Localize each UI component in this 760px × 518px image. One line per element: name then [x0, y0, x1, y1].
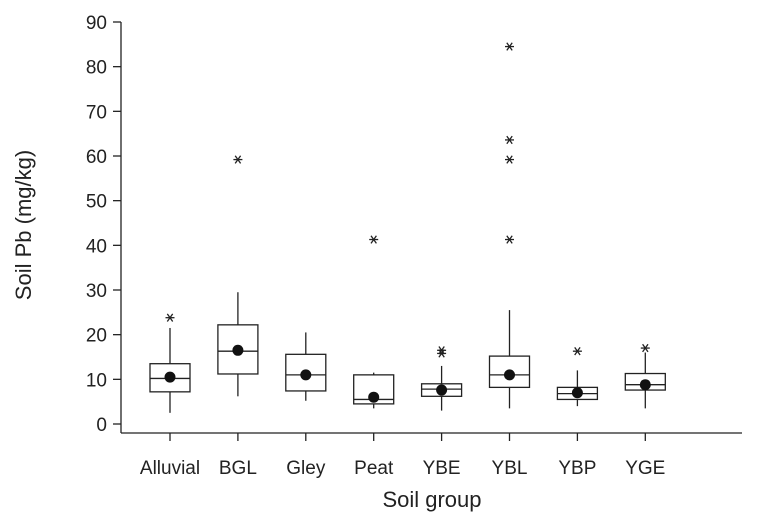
outlier-stroke — [506, 235, 513, 244]
outlier-stroke — [370, 235, 377, 244]
outlier-marker — [505, 155, 514, 164]
y-tick-label: 80 — [86, 58, 107, 79]
mean-marker — [436, 384, 448, 396]
outlier-marker — [505, 42, 514, 51]
x-tick-label: YBE — [423, 458, 461, 479]
outlier-stroke — [438, 346, 445, 355]
x-tick-label: BGL — [219, 458, 257, 479]
y-tick-label: 20 — [86, 326, 107, 347]
y-axis-ticks: 0 10 20 30 40 50 60 70 80 90 — [86, 13, 121, 436]
y-tick-label: 30 — [86, 281, 107, 302]
outlier-marker — [233, 155, 243, 164]
mean-marker — [504, 369, 515, 381]
box-group — [149, 313, 191, 413]
box-group — [488, 42, 531, 409]
y-tick-label: 90 — [86, 13, 107, 34]
x-tick-label: Peat — [354, 458, 394, 479]
x-tick-label: YGE — [625, 458, 665, 479]
outlier-marker — [505, 235, 514, 244]
box-group — [556, 346, 599, 407]
x-tick-label: YBP — [558, 458, 596, 479]
x-tick-label: Gley — [286, 458, 326, 479]
outlier-marker — [505, 135, 514, 145]
x-axis-title: Soil group — [382, 487, 481, 512]
mean-marker — [639, 379, 651, 391]
outlier-marker — [437, 346, 447, 355]
box-group — [353, 235, 395, 409]
box-group — [624, 343, 666, 409]
outlier-stroke — [166, 313, 174, 322]
outlier-stroke — [574, 346, 581, 356]
box-group — [420, 346, 463, 411]
x-tick-label: Alluvial — [140, 458, 200, 479]
y-tick-label: 70 — [86, 102, 107, 123]
outlier-marker — [640, 343, 650, 353]
outlier-stroke — [506, 42, 513, 51]
outlier-stroke — [234, 155, 242, 164]
outlier-stroke — [506, 155, 513, 164]
outlier-stroke — [642, 343, 649, 353]
y-tick-label: 60 — [86, 147, 107, 168]
outlier-marker — [165, 313, 175, 322]
mean-marker — [164, 371, 176, 383]
box-group — [285, 332, 327, 401]
box-group — [217, 155, 259, 397]
mean-marker — [232, 344, 244, 356]
y-tick-label: 40 — [86, 236, 107, 257]
mean-marker — [368, 391, 380, 403]
box-series — [149, 42, 666, 413]
mean-marker — [571, 387, 583, 399]
y-axis-title: Soil Pb (mg/kg) — [11, 150, 36, 300]
y-tick-label: 10 — [86, 370, 107, 391]
outlier-marker — [572, 346, 582, 356]
iqr-box — [285, 353, 327, 392]
y-tick-label: 50 — [86, 192, 107, 213]
x-tick-label: YBL — [492, 458, 528, 479]
x-axis-ticks: Alluvial BGL Gley Peat YBE YBL YBP YGE — [140, 433, 665, 479]
outlier-marker — [369, 235, 379, 244]
y-tick-label: 0 — [96, 415, 107, 436]
mean-marker — [300, 369, 312, 381]
outlier-stroke — [506, 135, 513, 145]
